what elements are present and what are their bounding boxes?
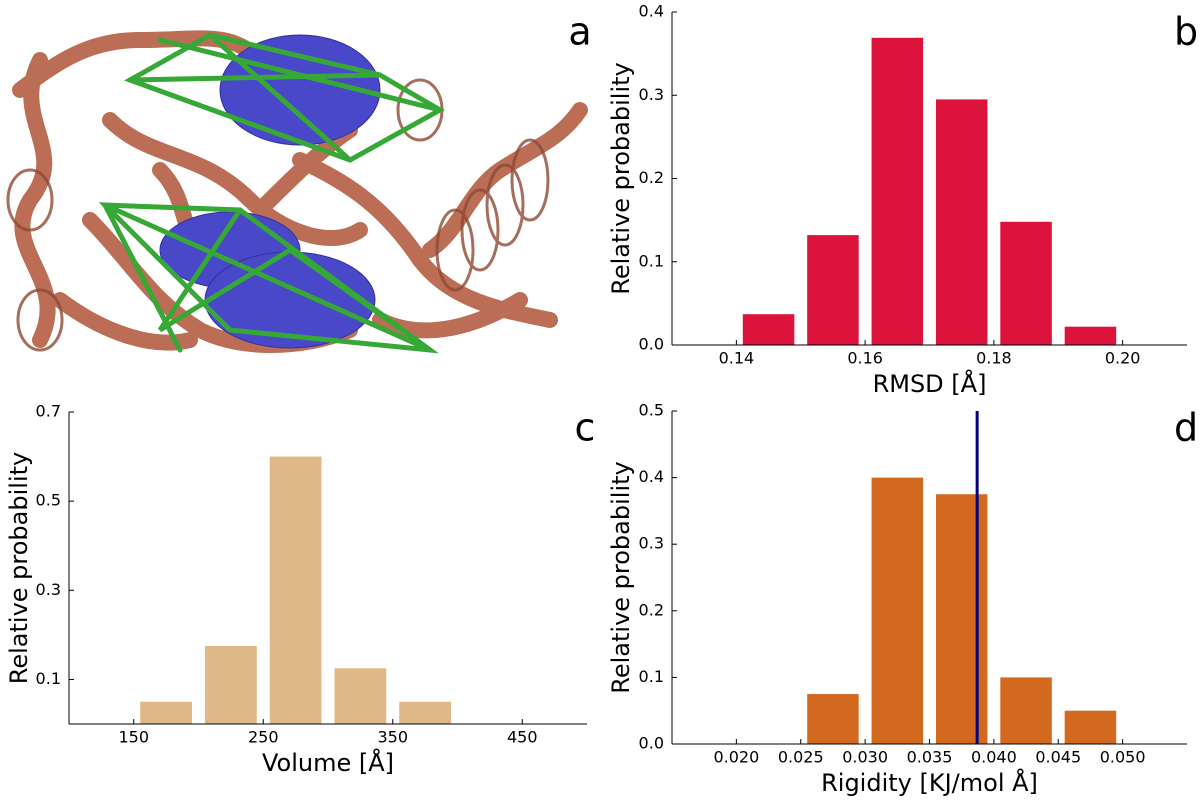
bar (399, 701, 452, 724)
x-tick-label: 0.040 (971, 748, 1017, 767)
y-tick-label: 0.1 (36, 669, 61, 688)
y-tick-label: 0.3 (639, 534, 664, 553)
panel-label: d (1174, 406, 1198, 450)
x-tick-label: 0.16 (847, 349, 883, 368)
x-tick-label: 250 (248, 728, 279, 747)
bar (1000, 221, 1052, 345)
bar (807, 235, 859, 345)
x-tick-label: 0.020 (713, 748, 759, 767)
y-tick-label: 0.0 (639, 335, 664, 354)
bar (871, 477, 924, 744)
y-tick-label: 0.4 (639, 467, 664, 486)
bar (1064, 326, 1117, 345)
y-tick-label: 0.2 (639, 600, 664, 619)
bar (935, 99, 988, 345)
y-tick-label: 0.2 (639, 168, 664, 187)
x-tick-label: 0.045 (1035, 748, 1081, 767)
x-tick-label: 150 (118, 728, 149, 747)
y-axis-label: Relative probability (607, 461, 635, 693)
x-tick-label: 450 (507, 728, 538, 747)
bar (807, 694, 859, 744)
bar (742, 314, 795, 345)
bar (871, 37, 924, 346)
y-tick-label: 0.1 (639, 667, 664, 686)
y-tick-label: 0.3 (639, 85, 664, 104)
x-tick-label: 0.035 (907, 748, 953, 767)
bar (204, 646, 257, 724)
panel-label: b (1174, 10, 1198, 54)
y-tick-label: 0.4 (639, 2, 664, 21)
x-axis-label: Volume [Å] (262, 748, 394, 777)
y-axis-label: Relative probability (5, 452, 33, 684)
x-tick-label: 0.025 (778, 748, 824, 767)
x-tick-label: 350 (377, 728, 408, 747)
x-axis-label: RMSD [Å] (873, 369, 987, 398)
panel-label: c (575, 406, 596, 450)
x-tick-label: 0.030 (842, 748, 888, 767)
x-tick-label: 0.20 (1105, 349, 1141, 368)
x-tick-label: 0.18 (976, 349, 1012, 368)
bar (1000, 677, 1052, 744)
bar (1064, 710, 1117, 744)
bar (935, 494, 988, 744)
y-tick-label: 0.3 (36, 580, 61, 599)
y-tick-label: 0.1 (639, 251, 664, 270)
y-tick-label: 0.7 (36, 402, 61, 421)
y-tick-label: 0.5 (639, 401, 664, 420)
protein-image (6, 30, 588, 354)
x-axis-label: Rigidity [KJ/mol Å] (821, 768, 1038, 797)
bar (140, 701, 193, 724)
bar (269, 456, 322, 724)
y-tick-label: 0.0 (639, 734, 664, 753)
x-tick-label: 0.050 (1100, 748, 1146, 767)
bar (334, 668, 387, 724)
y-tick-label: 0.5 (36, 491, 61, 510)
panel-label: a (568, 10, 591, 54)
y-axis-label: Relative probability (607, 62, 635, 294)
x-tick-label: 0.14 (719, 349, 755, 368)
